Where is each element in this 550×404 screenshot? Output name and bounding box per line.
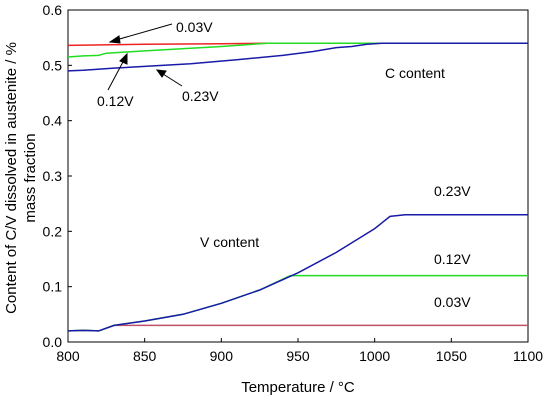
c-023-label: 0.23V [182, 88, 219, 104]
y-tick-label: 0.1 [43, 279, 63, 295]
v-003-label: 0.03V [434, 294, 471, 310]
c-content-label: C content [385, 65, 445, 81]
x-tick-label: 1100 [513, 348, 543, 364]
v-023-label: 0.23V [434, 183, 471, 199]
c-003-label: 0.03V [176, 19, 213, 35]
y-axis-label-line2: mass fraction [22, 133, 39, 222]
v-012-label: 0.12V [434, 251, 471, 267]
arrow-012-head [119, 52, 128, 65]
c-012-label: 0.12V [97, 93, 134, 109]
series-line-v-content-023V [67, 213, 528, 332]
y-tick-label: 0.5 [43, 57, 63, 73]
x-axis-label: Temperature / °C [241, 379, 355, 396]
x-tick-label: 1000 [359, 348, 390, 364]
y-tick-label: 0.6 [43, 2, 63, 18]
x-tick-label: 1050 [436, 348, 467, 364]
y-tick-label: 0.0 [43, 334, 63, 350]
x-tick-label: 850 [133, 348, 157, 364]
arrow-023-head [155, 69, 167, 78]
y-tick-label: 0.2 [43, 223, 63, 239]
v-content-label: V content [200, 234, 259, 250]
series-line-c-content-012V [67, 42, 528, 58]
x-tick-label: 900 [210, 348, 234, 364]
y-axis-label-line1: Content of C/V dissolved in austenite / … [3, 42, 20, 314]
plot-frame [67, 9, 529, 343]
series-line-c-content-023V [67, 42, 528, 72]
x-tick-label: 950 [286, 348, 310, 364]
x-tick-label: 800 [56, 348, 80, 364]
y-tick-label: 0.4 [43, 113, 63, 129]
y-tick-label: 0.3 [43, 168, 63, 184]
arrow-012-line [107, 59, 125, 91]
arrow-003-line [115, 23, 173, 41]
arrow-003-head [108, 35, 121, 44]
series-line-v-content-003V [67, 324, 528, 332]
arrow-023-line [162, 73, 183, 87]
